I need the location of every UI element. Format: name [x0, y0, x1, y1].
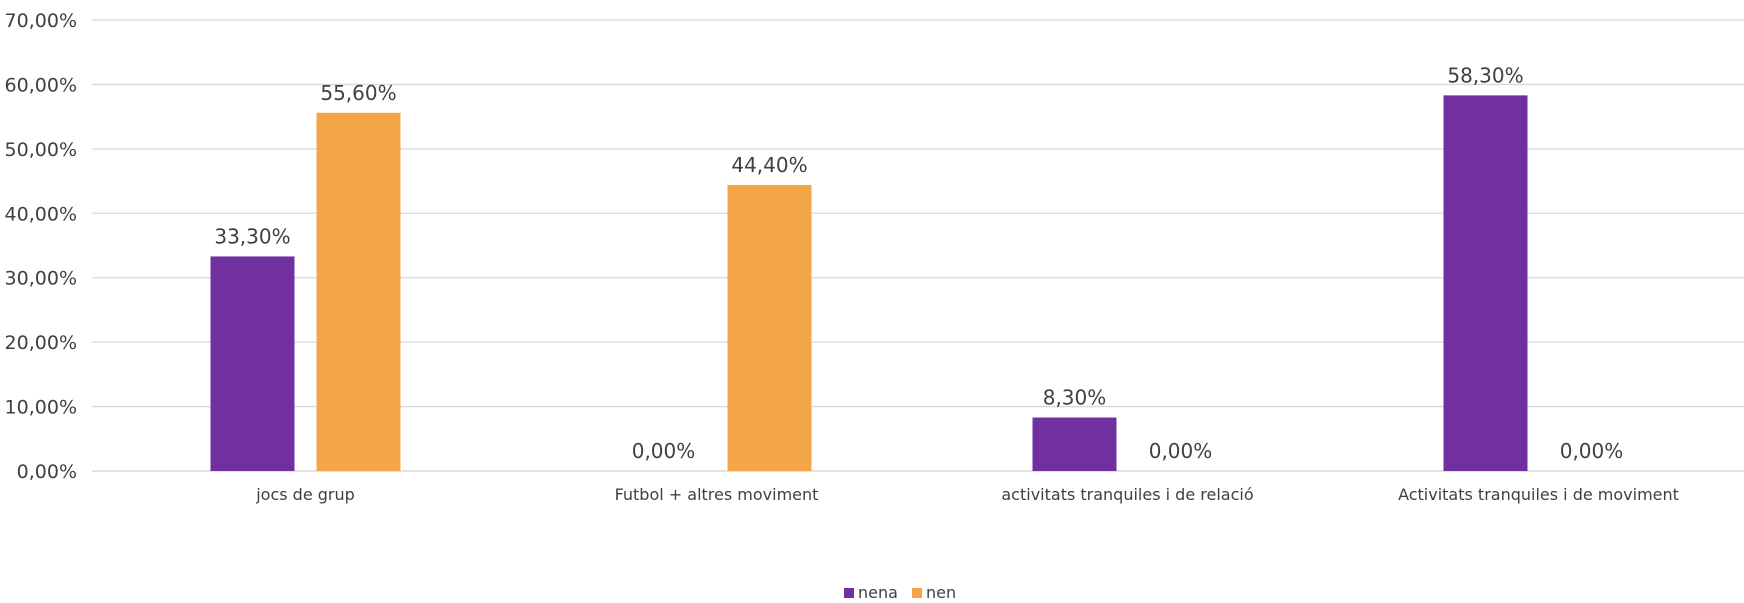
- x-category-label: Futbol + altres moviment: [615, 485, 819, 504]
- legend-item-nen[interactable]: nen: [912, 583, 956, 602]
- legend-swatch-nena: [844, 588, 854, 598]
- bar-nen-0: [316, 112, 401, 471]
- legend[interactable]: nena nen: [844, 583, 956, 602]
- y-tick-label: 70,00%: [5, 10, 77, 32]
- y-tick-label: 40,00%: [5, 203, 77, 225]
- bar-nena-0: [210, 256, 295, 471]
- data-label-nen-3: 0,00%: [1560, 439, 1624, 463]
- legend-swatch-nen: [912, 588, 922, 598]
- data-label-nen-1: 44,40%: [731, 153, 807, 177]
- bar-nen-1: [727, 184, 812, 472]
- y-tick-label: 60,00%: [5, 74, 77, 96]
- legend-label-nena: nena: [858, 583, 898, 602]
- x-axis-category-labels: jocs de grup Futbol + altres moviment acti…: [255, 485, 1679, 504]
- data-label-nen-0: 55,60%: [320, 81, 396, 105]
- y-tick-label: 50,00%: [5, 139, 77, 161]
- bar-nena-2: [1032, 417, 1117, 471]
- data-labels: 33,30% 55,60% 0,00% 44,40% 8,30% 0,00% 58,30% 0…: [214, 63, 1623, 463]
- x-category-label: activitats tranquiles i de relació: [1001, 485, 1253, 504]
- data-label-nena-2: 8,30%: [1043, 386, 1107, 410]
- y-tick-label: 0,00%: [17, 461, 77, 483]
- y-tick-label: 30,00%: [5, 268, 77, 290]
- x-category-label: jocs de grup: [255, 485, 355, 504]
- bars: [210, 95, 1528, 472]
- legend-label-nen: nen: [926, 583, 956, 602]
- bar-nena-3: [1443, 95, 1528, 471]
- data-label-nena-3: 58,30%: [1447, 63, 1523, 87]
- y-tick-label: 10,00%: [5, 397, 77, 419]
- y-tick-label: 20,00%: [5, 332, 77, 354]
- data-label-nen-2: 0,00%: [1149, 439, 1213, 463]
- y-axis-tick-labels: 0,00% 10,00% 20,00% 30,00% 40,00% 50,00% 60,00…: [5, 10, 77, 483]
- data-label-nena-0: 33,30%: [214, 224, 290, 248]
- legend-item-nena[interactable]: nena: [844, 583, 898, 602]
- data-label-nena-1: 0,00%: [632, 439, 696, 463]
- x-category-label: Activitats tranquiles i de moviment: [1398, 485, 1679, 504]
